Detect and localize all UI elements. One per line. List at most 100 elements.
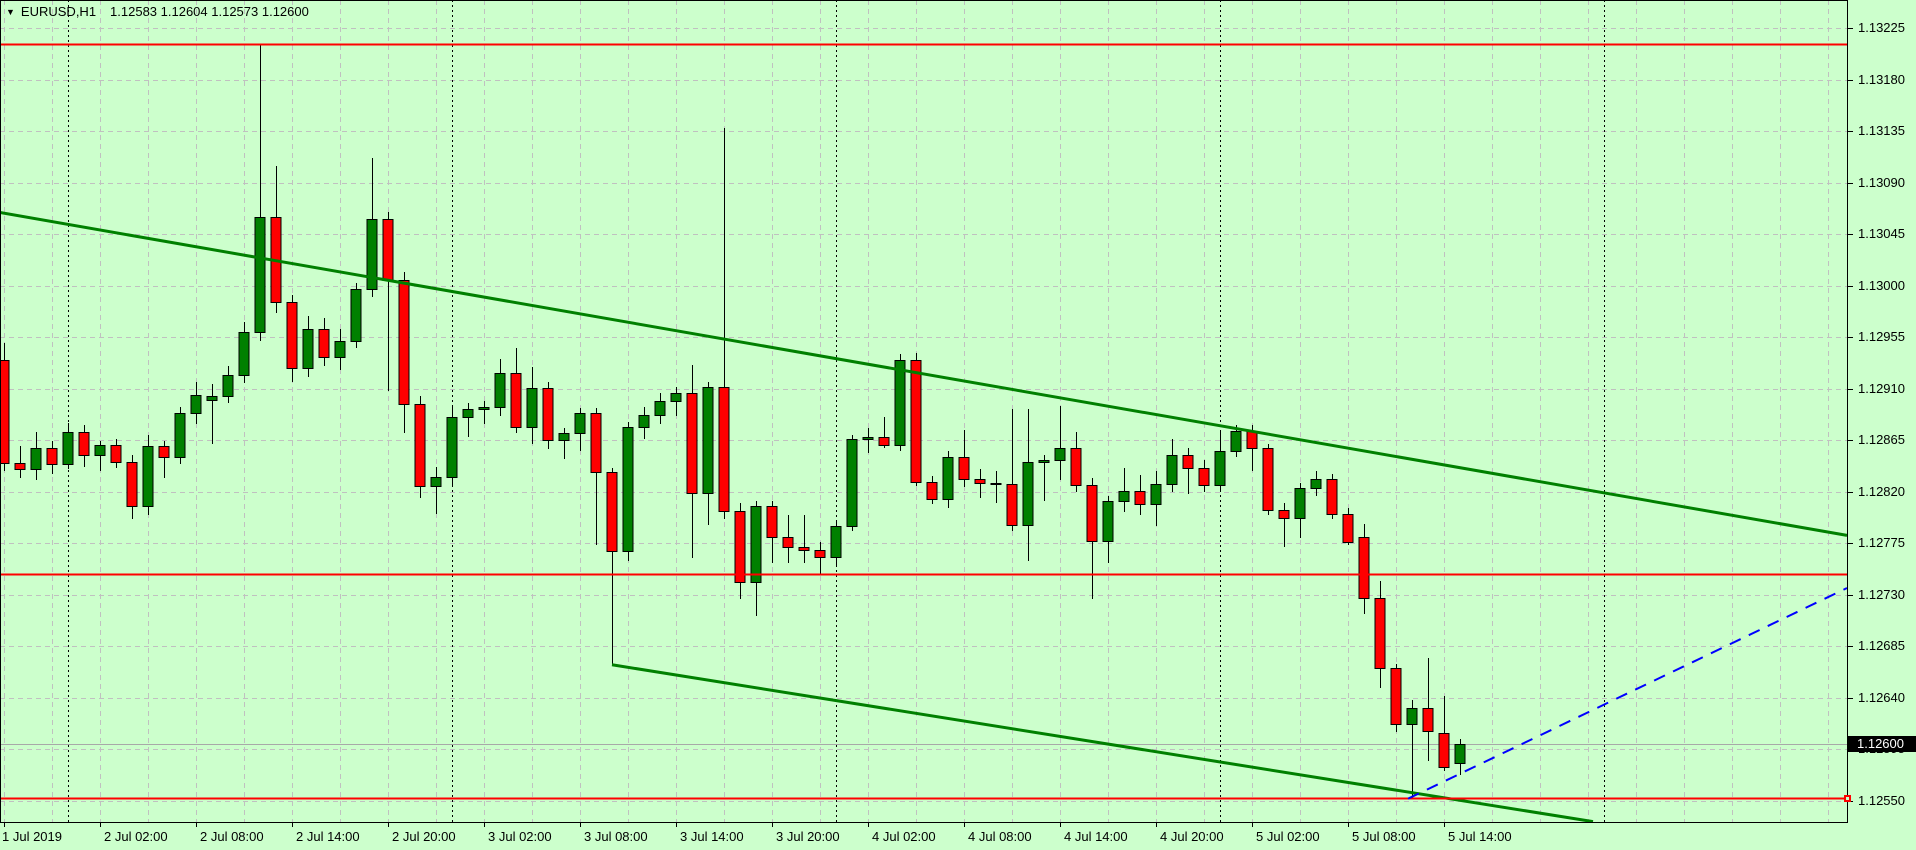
candle-body [1406, 708, 1418, 725]
candle-body [190, 395, 202, 414]
candle-body [1454, 744, 1466, 764]
candle-body [1118, 491, 1130, 502]
candle-body [238, 332, 250, 376]
chart-background [0, 0, 1848, 823]
candle-body [1022, 462, 1034, 526]
time-axis-label: 3 Jul 20:00 [776, 829, 840, 844]
candle-body [926, 482, 938, 500]
ohlc-readout: 1.12583 1.12604 1.12573 1.12600 [110, 4, 309, 19]
candle-body [398, 280, 410, 405]
price-axis-tick [1848, 492, 1853, 493]
candle-body [174, 413, 186, 458]
candle-body [638, 415, 650, 428]
candle-body [574, 413, 586, 434]
chart-plot-area[interactable]: ▼ EURUSD,H1 1.12583 1.12604 1.12573 1.1260… [0, 0, 1848, 823]
candle-body [782, 537, 794, 548]
candle-body [1038, 460, 1050, 463]
price-axis-label: 1.13090 [1858, 175, 1905, 190]
blue-dashed-projection[interactable] [1407, 587, 1848, 800]
candle-body [974, 479, 986, 484]
candle-body [1294, 488, 1306, 519]
candle-body [30, 448, 42, 470]
candle-body [1054, 448, 1066, 461]
candle-body [734, 511, 746, 583]
candle-body [254, 217, 266, 333]
candle-body [830, 526, 842, 558]
candle-body [1070, 448, 1082, 486]
time-axis-label: 4 Jul 08:00 [968, 829, 1032, 844]
price-axis-label: 1.12910 [1858, 381, 1905, 396]
candle-body [846, 439, 858, 527]
time-axis[interactable]: 1 Jul 2019 2 Jul 02:00 2 Jul 08:00 2 Jul 14… [0, 823, 1916, 850]
time-axis-tick [580, 823, 581, 827]
time-axis-tick [1444, 823, 1445, 827]
candle-body [990, 483, 1002, 485]
time-axis-tick [388, 823, 389, 827]
time-axis-label: 2 Jul 02:00 [104, 829, 168, 844]
candle-body [142, 446, 154, 507]
candle-body [1182, 455, 1194, 469]
candle-body [1150, 484, 1162, 505]
candle-body [286, 302, 298, 369]
time-axis-label: 4 Jul 20:00 [1160, 829, 1224, 844]
candle-body [350, 289, 362, 342]
candle-body [1326, 479, 1338, 515]
price-axis-tick [1848, 595, 1853, 596]
candle-body [318, 329, 330, 358]
candle-body [46, 448, 58, 465]
time-axis-tick [484, 823, 485, 827]
price-axis-tick [1848, 543, 1853, 544]
candle-body [1374, 598, 1386, 669]
candle-body [1310, 479, 1322, 489]
candle-body [590, 413, 602, 473]
time-axis-label: 4 Jul 14:00 [1064, 829, 1128, 844]
candle-body [302, 329, 314, 369]
symbol-dropdown-arrow-icon: ▼ [6, 7, 15, 17]
time-axis-tick [1348, 823, 1349, 827]
price-axis-label: 1.12775 [1858, 535, 1905, 550]
candle-body [494, 373, 506, 408]
time-axis-label: 3 Jul 14:00 [680, 829, 744, 844]
time-axis-label: 4 Jul 02:00 [872, 829, 936, 844]
price-axis[interactable]: 1.12600 1.13225 1.13180 1.13135 1.13090 1.13… [1844, 0, 1916, 823]
candle-body [526, 388, 538, 428]
time-axis-tick [868, 823, 869, 827]
candle-body [670, 393, 682, 402]
candle-body [702, 387, 714, 494]
candle-body [510, 373, 522, 428]
candle-body [910, 360, 922, 483]
candle-body [1438, 733, 1450, 768]
time-axis-tick [196, 823, 197, 827]
price-axis-tick [1848, 337, 1853, 338]
time-axis-tick [100, 823, 101, 827]
hline-selection-handle-icon[interactable] [1844, 795, 1851, 802]
candle-body [1166, 455, 1178, 485]
candle-body [1102, 501, 1114, 542]
price-axis-tick [1848, 646, 1853, 647]
candle-body [1342, 514, 1354, 543]
candle-body [110, 445, 122, 463]
price-axis-label: 1.12820 [1858, 484, 1905, 499]
price-axis-tick [1848, 80, 1853, 81]
candle-body [126, 462, 138, 507]
price-axis-label: 1.12685 [1858, 638, 1905, 653]
price-axis-label: 1.12955 [1858, 329, 1905, 344]
price-axis-tick [1848, 234, 1853, 235]
candle-body [414, 404, 426, 487]
candle-body [0, 360, 10, 464]
price-axis-label: 1.12640 [1858, 690, 1905, 705]
upper-channel-line[interactable] [0, 210, 1848, 537]
candlestick-chart[interactable] [0, 0, 1848, 823]
price-axis-label: 1.13180 [1858, 72, 1905, 87]
time-axis-label: 2 Jul 08:00 [200, 829, 264, 844]
time-axis-tick [964, 823, 965, 827]
candle-body [478, 407, 490, 410]
current-price-box: 1.12600 [1848, 736, 1916, 752]
time-axis-label: 2 Jul 14:00 [296, 829, 360, 844]
candle-body [798, 547, 810, 551]
lower-channel-line[interactable] [611, 663, 1594, 823]
candle-body [222, 375, 234, 397]
price-axis-tick [1848, 131, 1853, 132]
candle-body [606, 472, 618, 552]
candle-body [1262, 448, 1274, 511]
